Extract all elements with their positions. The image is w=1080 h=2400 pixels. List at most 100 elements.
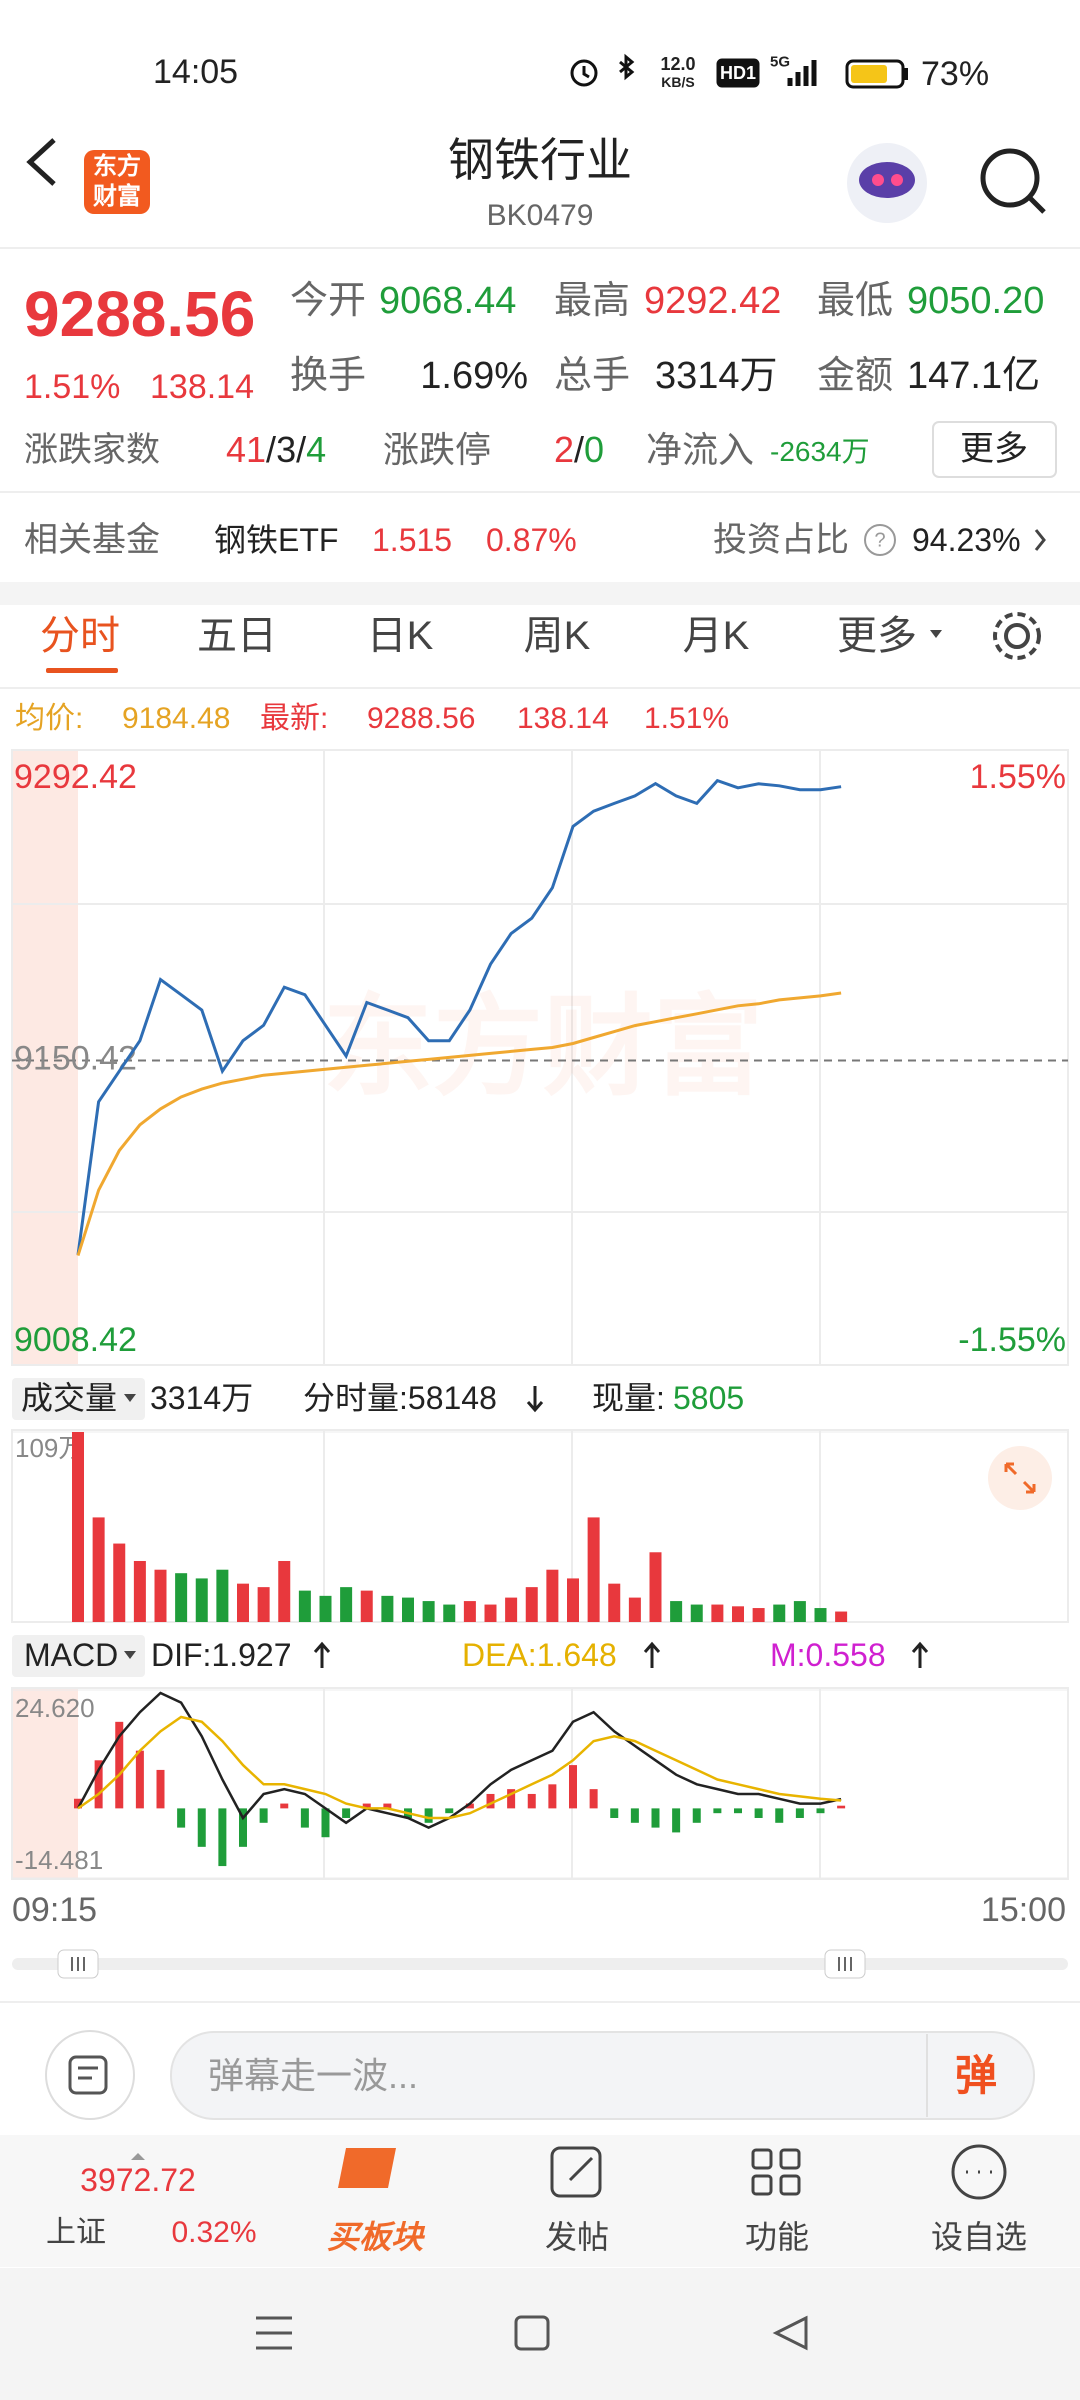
macd-line <box>76 1691 842 1829</box>
index-change[interactable]: 0.32% <box>171 2216 257 2249</box>
chevron[interactable] <box>1034 529 1046 551</box>
slider-handle[interactable] <box>824 1949 866 1979</box>
battery-level: 73% <box>921 55 990 93</box>
expand-icon[interactable] <box>988 1446 1052 1510</box>
charts: 东方财富9292.429150.429008.421.55%-1.55%109万… <box>12 758 1068 1929</box>
index-name[interactable]: 上证 <box>46 2216 106 2249</box>
tab-underline <box>46 668 118 673</box>
macd-bar <box>115 1721 124 1809</box>
volume-bar <box>133 1560 146 1622</box>
turnover: 1.69% <box>420 355 528 397</box>
chart-frame <box>11 1429 1069 1623</box>
tab[interactable]: 五日 <box>197 614 277 658</box>
macd-bar <box>342 1808 351 1818</box>
macd-bar <box>197 1808 206 1847</box>
volume-bar <box>340 1587 353 1622</box>
slider-handle[interactable] <box>57 1949 99 1979</box>
functions-icon[interactable] <box>751 2148 801 2196</box>
macd-bar <box>424 1808 433 1823</box>
bottom-nav-bg <box>0 2135 1080 2267</box>
price-line <box>76 991 842 1257</box>
nav-post[interactable]: 发帖 <box>544 2219 610 2255</box>
comment-input[interactable] <box>170 2031 1035 2120</box>
nav-functions[interactable]: 功能 <box>744 2219 810 2255</box>
tab[interactable]: 周K <box>523 614 591 658</box>
separator: / <box>574 429 585 470</box>
volume-bar <box>237 1583 249 1622</box>
dif-label: DIF:1.927 <box>151 1637 292 1673</box>
separator-band <box>0 582 1080 605</box>
volume-bar <box>422 1601 435 1622</box>
change: 138.14 <box>150 368 254 406</box>
tab[interactable]: 日K <box>366 614 434 658</box>
hd-badge: HD1 <box>719 63 757 83</box>
macd-bar <box>239 1808 247 1847</box>
y-tick-label: -14.481 <box>15 1845 103 1875</box>
selector-bg[interactable] <box>12 1635 145 1677</box>
danmaku-button[interactable]: 弹 <box>954 2052 998 2099</box>
buy-icon[interactable] <box>338 2148 396 2188</box>
macd-bar <box>74 1798 82 1809</box>
volume-bar <box>360 1590 373 1622</box>
selector-bg[interactable] <box>12 1378 145 1420</box>
label: 相关基金 <box>24 521 160 559</box>
volume-bar <box>463 1601 476 1622</box>
macd-bar <box>300 1808 309 1828</box>
logo <box>84 150 150 214</box>
danmaku-icon[interactable] <box>45 2030 135 2120</box>
avatar[interactable] <box>847 143 927 223</box>
inflow: -2634万 <box>770 436 870 467</box>
help-icon[interactable]: ? <box>864 524 896 556</box>
comment-placeholder[interactable]: 弹幕走一波... <box>208 2055 419 2096</box>
macd-line <box>77 1715 842 1820</box>
clock: 14:05 <box>153 53 239 91</box>
watchlist-icon[interactable] <box>951 2144 1007 2200</box>
y-tick-label: 24.620 <box>15 1693 95 1723</box>
macd-bar <box>280 1803 289 1809</box>
index-value[interactable]: 3972.72 <box>80 2162 196 2198</box>
nav-watchlist[interactable]: 设自选 <box>930 2219 1028 2255</box>
net-speed: 12.0 <box>660 54 696 74</box>
post-icon[interactable] <box>550 2146 602 2198</box>
selector[interactable]: MACD <box>24 1637 119 1673</box>
dropdown-icon <box>124 1651 136 1659</box>
logo-text: 财富 <box>93 183 141 210</box>
fund-price: 1.515 <box>372 522 453 558</box>
collapse-icon[interactable] <box>131 2153 145 2160</box>
tab[interactable]: 分时 <box>40 614 120 658</box>
limit-up: 2 <box>554 429 575 470</box>
tab[interactable]: 月K <box>682 614 750 658</box>
down-count: 4 <box>306 429 327 470</box>
up-arrows <box>313 1641 929 1668</box>
amount: 147.1亿 <box>907 355 1041 397</box>
more-button[interactable] <box>932 421 1057 478</box>
nav-buy[interactable]: 买板块 <box>326 2219 424 2255</box>
volume-bar <box>525 1587 538 1622</box>
page-title: 钢铁行业 <box>448 134 632 186</box>
label: 今开 <box>290 280 367 322</box>
settings-icon[interactable] <box>993 612 1041 660</box>
volume-bar <box>154 1569 167 1622</box>
more-button-label[interactable]: 更多 <box>960 430 1028 468</box>
up-count: 41 <box>226 429 267 470</box>
volume-bar <box>587 1517 600 1622</box>
macd-bar <box>321 1808 330 1838</box>
back-icon[interactable] <box>26 138 56 186</box>
label: 金额 <box>817 355 894 397</box>
search-icon[interactable] <box>980 148 1046 214</box>
volume-bar <box>670 1601 683 1622</box>
volume-bar <box>752 1608 765 1622</box>
system-nav[interactable] <box>256 2315 808 2351</box>
latest-price: 9288.56 <box>367 702 476 735</box>
flat-count: 3 <box>276 429 297 470</box>
macd-bar <box>486 1793 495 1809</box>
selector[interactable]: 成交量 <box>21 1380 118 1416</box>
tab[interactable]: 更多 <box>837 614 917 658</box>
volume-bar <box>484 1604 497 1622</box>
y2-tick-label: 1.55% <box>970 758 1066 796</box>
dropdown-icon <box>124 1394 136 1402</box>
volume-bar <box>814 1608 827 1622</box>
slider-track[interactable] <box>12 1958 1068 1970</box>
macd-bar <box>672 1808 681 1833</box>
fund-name[interactable]: 钢铁ETF <box>214 522 339 558</box>
